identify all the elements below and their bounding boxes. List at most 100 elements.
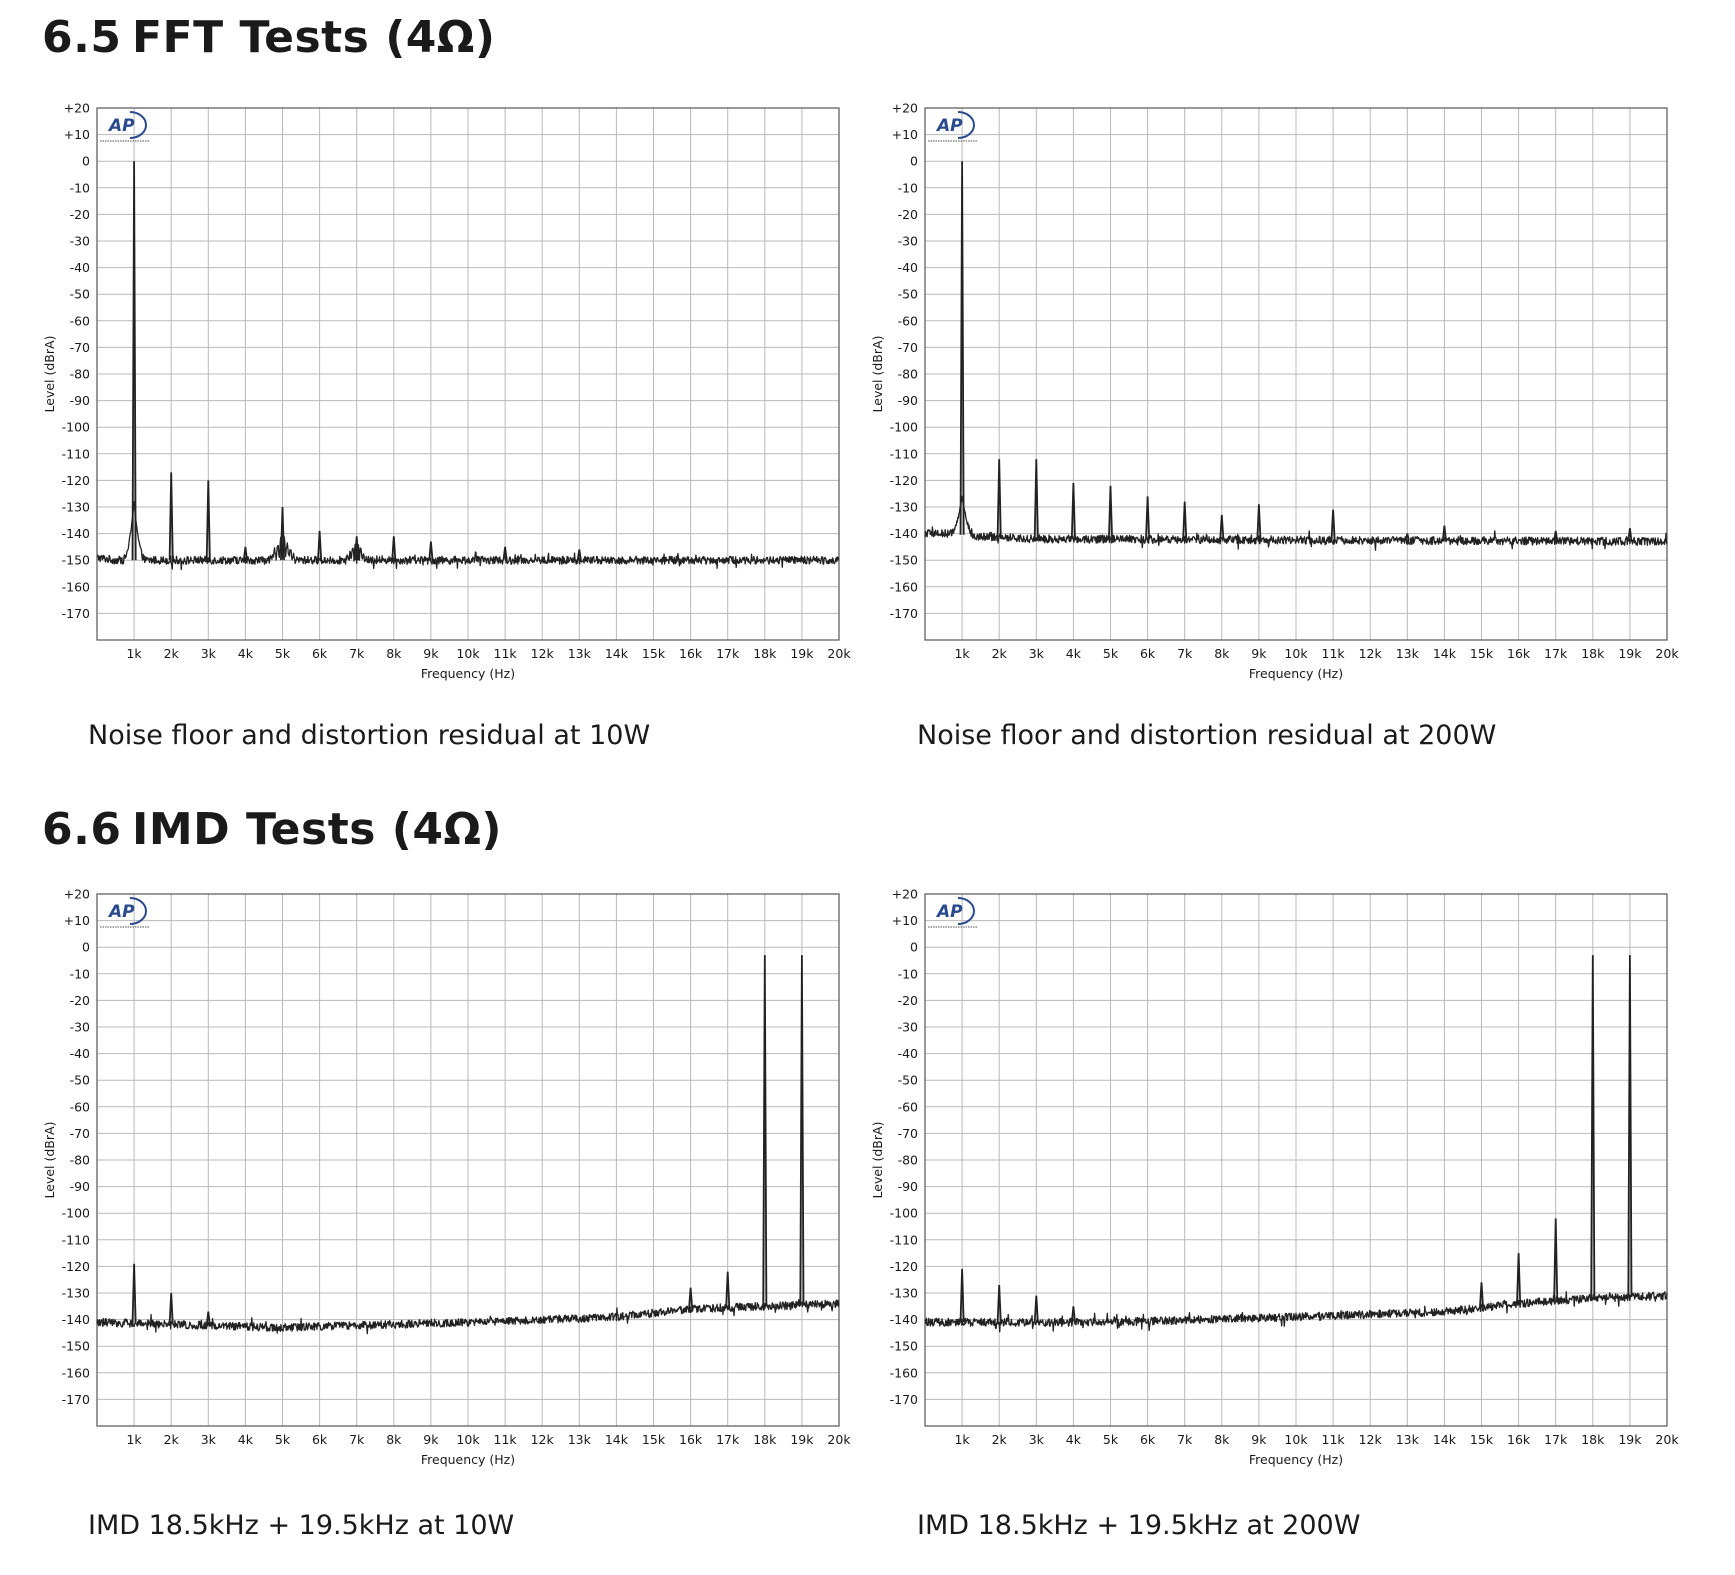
spectral-peak xyxy=(131,161,137,561)
y-tick-label: -10 xyxy=(70,180,90,195)
gridlines xyxy=(925,894,1667,1426)
x-tick-label: 5k xyxy=(275,1432,291,1447)
imd-chart-200w: +20 +10 0 -10 -20 -30 -40 -50 -60 -70 -80 -90 -100 -1… xyxy=(868,886,1688,1476)
spectrum-trace xyxy=(96,1299,840,1335)
spectral-peak xyxy=(391,536,397,561)
spectral-peak xyxy=(205,480,211,561)
y-tick-label: -130 xyxy=(62,1286,90,1301)
spectral-peak xyxy=(762,955,768,1307)
spectral-peak xyxy=(1441,525,1447,541)
spectral-peak xyxy=(502,546,508,561)
x-axis-title: Frequency (Hz) xyxy=(421,1452,515,1467)
x-tick-label: 12k xyxy=(531,646,555,661)
x-tick-label: 9k xyxy=(423,1432,439,1447)
x-axis-title: Frequency (Hz) xyxy=(1249,1452,1343,1467)
chart-svg: +20 +10 0 -10 -20 -30 -40 -50 -60 -70 -80 -90 -100 -1… xyxy=(42,887,851,1468)
y-tick-label: -80 xyxy=(70,367,90,382)
y-tick-label: -130 xyxy=(890,500,918,515)
x-tick-label: 10k xyxy=(1284,1432,1308,1447)
y-axis-title: Level (dBrA) xyxy=(870,336,885,413)
x-tick-label: 15k xyxy=(642,1432,666,1447)
logo-arc xyxy=(957,111,975,139)
x-tick-label: 17k xyxy=(716,1432,740,1447)
y-tick-label: +20 xyxy=(64,101,90,116)
logo-text: AP xyxy=(107,902,135,922)
spectral-peak xyxy=(725,1271,731,1308)
x-tick-label: 11k xyxy=(1322,1432,1346,1447)
y-tick-label: 0 xyxy=(910,940,918,955)
spectrum-trace xyxy=(924,1291,1668,1333)
spectral-peak xyxy=(959,161,965,535)
x-tick-label: 17k xyxy=(1544,646,1568,661)
ap-logo: AP xyxy=(928,897,977,928)
x-tick-label: 2k xyxy=(164,1432,180,1447)
y-tick-label: 0 xyxy=(910,154,918,169)
x-tick-label: 17k xyxy=(716,646,740,661)
y-tick-label: -50 xyxy=(70,287,90,302)
y-tick-label: 0 xyxy=(82,154,90,169)
y-tick-label: -60 xyxy=(898,313,918,328)
x-tick-label: 18k xyxy=(1581,1432,1605,1447)
caption-fft-10w: Noise floor and distortion residual at 1… xyxy=(88,720,651,751)
spectral-peak xyxy=(1219,514,1225,540)
x-tick-label: 16k xyxy=(1507,646,1531,661)
x-tick-label: 12k xyxy=(531,1432,555,1447)
x-tick-label: 18k xyxy=(1581,646,1605,661)
spectral-peak xyxy=(1516,1253,1522,1304)
x-tick-label: 20k xyxy=(1655,1432,1679,1447)
y-tick-label: -110 xyxy=(890,1232,918,1247)
spectral-peak xyxy=(996,459,1002,538)
x-tick-label: 8k xyxy=(1214,1432,1230,1447)
spectral-peak xyxy=(996,1284,1002,1323)
y-tick-label: -10 xyxy=(898,180,918,195)
spectral-peak xyxy=(168,472,174,561)
y-tick-label: -40 xyxy=(70,260,90,275)
x-tick-label: 11k xyxy=(494,1432,518,1447)
x-tick-label: 5k xyxy=(1103,1432,1119,1447)
x-tick-label: 8k xyxy=(386,646,402,661)
y-tick-label: -30 xyxy=(898,234,918,249)
y-tick-label: +20 xyxy=(892,887,918,902)
y-tick-label: -110 xyxy=(62,446,90,461)
y-tick-label: -140 xyxy=(890,526,918,541)
spectral-peak xyxy=(205,1311,211,1326)
x-tick-label: 2k xyxy=(992,1432,1008,1447)
spectral-peak xyxy=(1553,1218,1559,1301)
spectrum-trace xyxy=(96,501,840,571)
y-tick-label: -30 xyxy=(70,1020,90,1035)
ap-logo: AP xyxy=(100,111,149,142)
spectral-peak xyxy=(1330,509,1336,541)
logo-arc xyxy=(129,897,147,925)
x-tick-label: 9k xyxy=(423,646,439,661)
x-tick-label: 7k xyxy=(349,646,365,661)
y-tick-label: -90 xyxy=(70,1179,90,1194)
y-tick-label: -110 xyxy=(62,1232,90,1247)
spectral-peak xyxy=(354,536,360,561)
x-tick-label: 12k xyxy=(1359,1432,1383,1447)
spectral-peak xyxy=(1033,1295,1039,1323)
spectral-peak xyxy=(1033,459,1039,539)
y-tick-label: -90 xyxy=(898,1179,918,1194)
spectral-peak xyxy=(1070,483,1076,540)
spectral-peak xyxy=(959,1269,965,1323)
y-tick-label: -100 xyxy=(62,1206,90,1221)
x-tick-label: 14k xyxy=(1433,1432,1457,1447)
x-tick-label: 3k xyxy=(1029,1432,1045,1447)
chart-svg: +20 +10 0 -10 -20 -30 -40 -50 -60 -70 -80 -90 -100 -1… xyxy=(870,101,1679,682)
y-tick-label: -50 xyxy=(898,1073,918,1088)
x-tick-label: 2k xyxy=(164,646,180,661)
y-tick-label: -170 xyxy=(890,1392,918,1407)
x-tick-label: 19k xyxy=(1618,646,1642,661)
y-tick-label: -120 xyxy=(62,473,90,488)
y-tick-label: -70 xyxy=(898,340,918,355)
spectral-peak xyxy=(428,541,434,561)
spectral-peak xyxy=(1256,504,1262,540)
x-tick-label: 13k xyxy=(568,1432,592,1447)
section-number: 6.6 xyxy=(42,804,122,855)
x-tick-label: 16k xyxy=(679,646,703,661)
gridlines xyxy=(97,894,839,1426)
x-tick-label: 1k xyxy=(126,1432,142,1447)
y-tick-label: -100 xyxy=(62,420,90,435)
x-tick-label: 4k xyxy=(1066,646,1082,661)
y-tick-label: -100 xyxy=(890,1206,918,1221)
